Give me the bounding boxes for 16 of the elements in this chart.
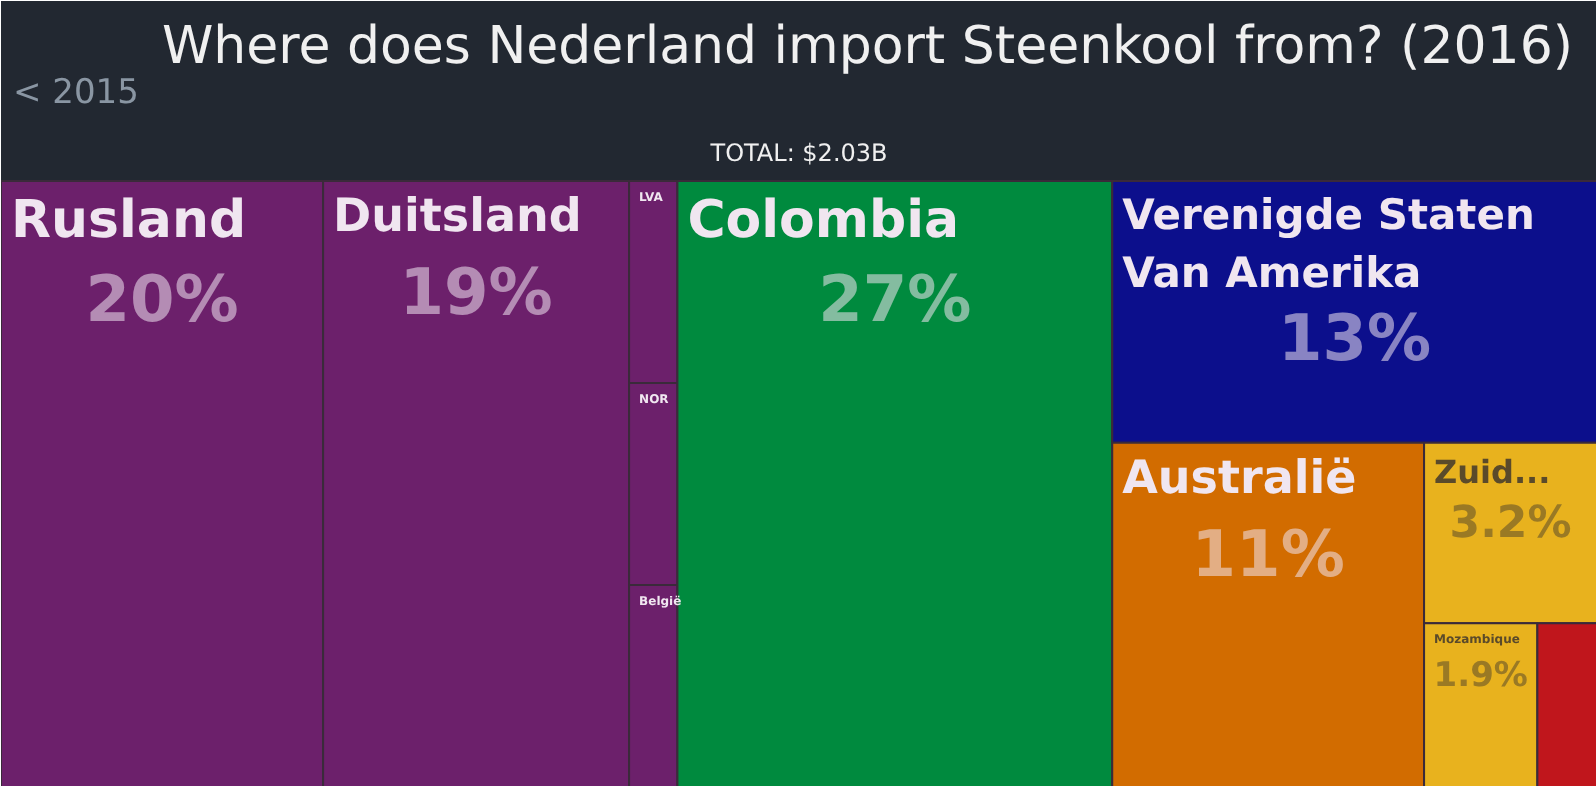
data-label: 19% [399, 254, 553, 331]
data-label: 11% [1191, 515, 1345, 592]
data-label: 1.9% [1433, 655, 1528, 696]
data-label: 13% [1278, 299, 1432, 376]
data-label: 3.2% [1449, 499, 1572, 550]
data-label: 20% [85, 261, 239, 338]
category-label: Zuid... [1434, 452, 1551, 491]
category-label: Duitsland [333, 191, 582, 243]
text: Where does Nederland import Steenkool from? (2016) [161, 17, 1574, 77]
text: TOTAL: $2.03B [708, 139, 888, 167]
data-label: 27% [818, 261, 972, 338]
text: < 2015 [13, 73, 139, 113]
category-label: Rusland [11, 191, 247, 251]
category-label: Colombia [687, 191, 960, 251]
category-label: Verenigde Staten Van Amerika [1122, 191, 1535, 297]
category-label: Australië [1122, 452, 1357, 505]
